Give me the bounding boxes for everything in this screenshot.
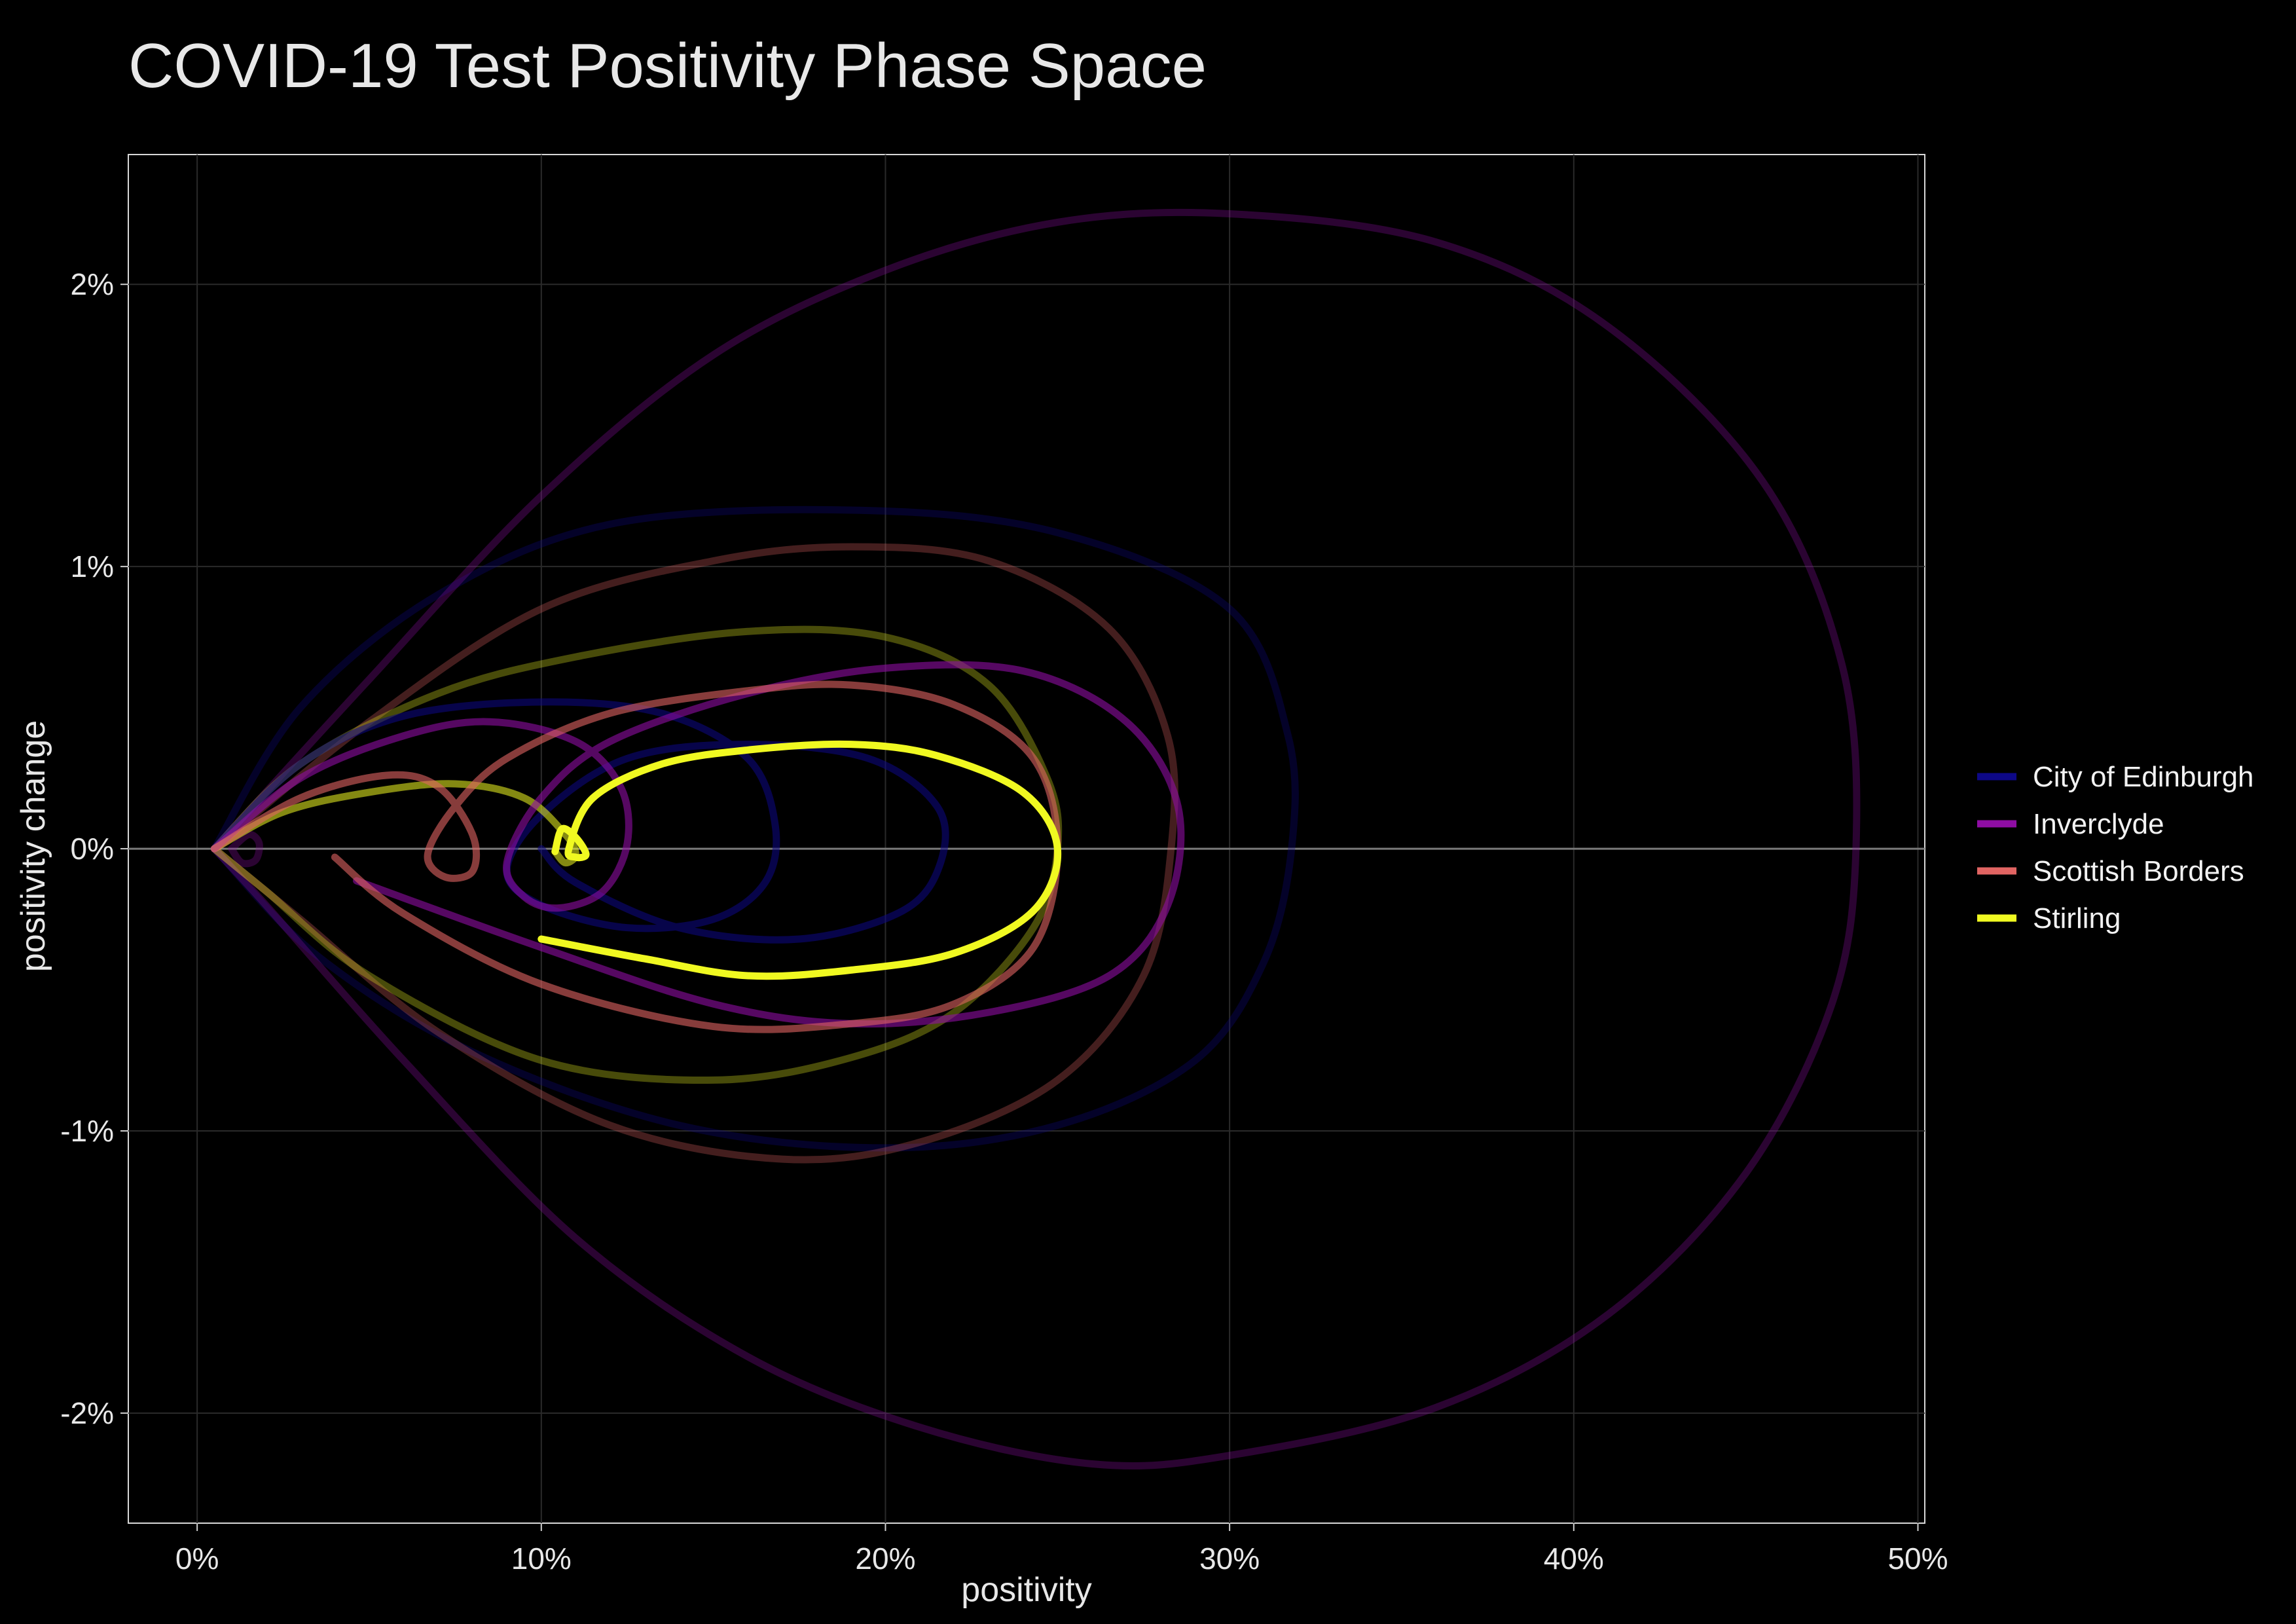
series-line-scottish-borders [210,680,1061,1033]
y-axis-title: positivity change [14,720,52,972]
series-line-inverclyde [210,661,1185,1028]
plot-panel [128,154,1925,1524]
legend-label: Scottish Borders [2033,855,2244,887]
legend: City of Edinburgh Inverclyde Scottish Bord… [1977,761,2254,934]
x-tick-label: 20% [855,1541,915,1576]
x-tick-label: 10% [511,1541,572,1576]
data-series [210,208,1861,1470]
y-tick-label: 1% [71,549,114,583]
y-tick-label: 2% [71,267,114,301]
y-tick-label: 0% [71,832,114,866]
series-line-city-of-edinburgh [210,506,1299,1152]
x-axis-ticks: 0% 10% 20% 30% 40% 50% [175,1523,1948,1576]
series-line-inverclyde [228,830,263,868]
y-tick-label: -1% [60,1114,114,1148]
legend-label: Stirling [2033,902,2121,934]
x-tick-label: 30% [1199,1541,1260,1576]
series-line-stirling [538,740,1062,980]
chart-title: COVID-19 Test Positivity Phase Space [128,31,1207,101]
x-tick-label: 0% [175,1541,219,1576]
y-tick-label: -2% [60,1396,114,1430]
x-tick-label: 40% [1544,1541,1604,1576]
x-axis-title: positivity [961,1571,1091,1609]
legend-label: City of Edinburgh [2033,761,2254,793]
y-axis-ticks: -2% -1% 0% 1% 2% [60,267,128,1430]
legend-label: Inverclyde [2033,808,2164,840]
x-tick-label: 50% [1887,1541,1948,1576]
series-line-inverclyde [210,208,1861,1470]
series-line-scottish-borders [210,543,1178,1164]
